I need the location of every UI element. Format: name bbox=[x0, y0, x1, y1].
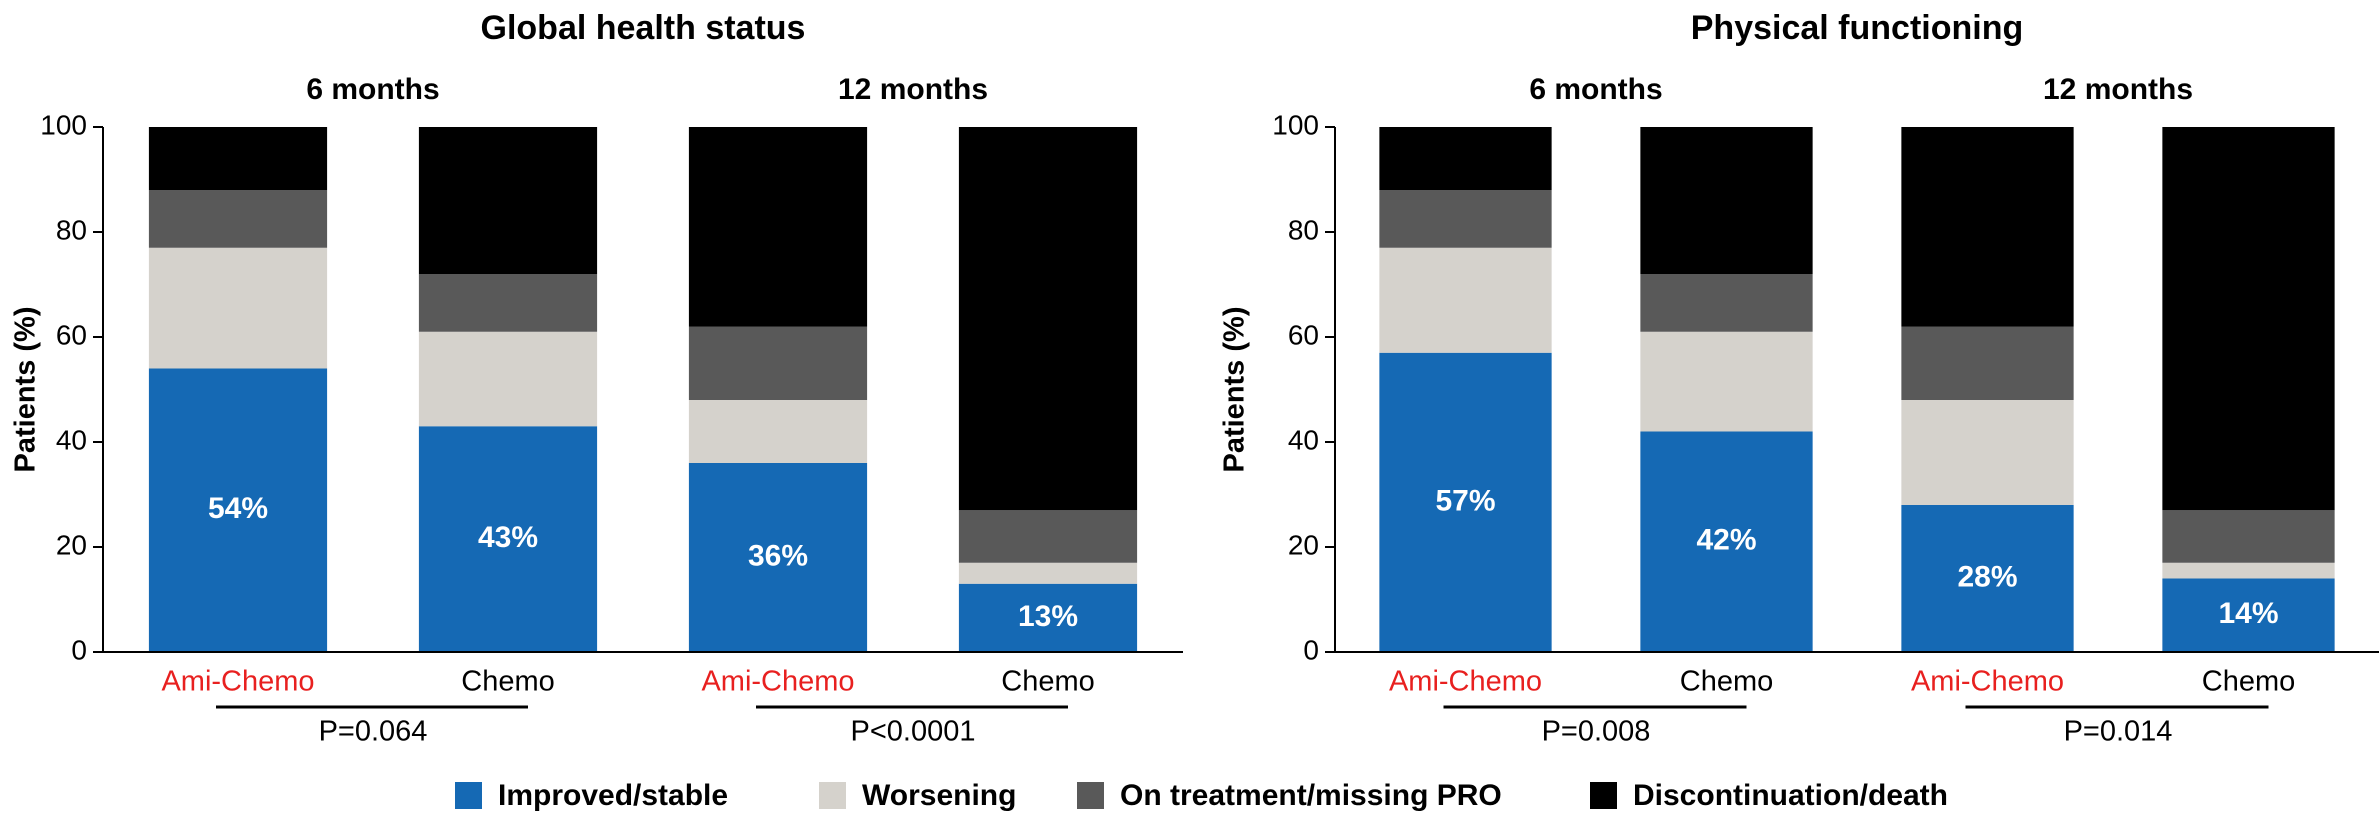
p-value: P<0.0001 bbox=[851, 716, 976, 748]
legend-label: Discontinuation/death bbox=[1633, 779, 1948, 812]
bar-segment bbox=[1901, 505, 2074, 652]
y-tick-label: 80 bbox=[1288, 214, 1319, 245]
bar-segment bbox=[688, 463, 868, 652]
bar-segment bbox=[1640, 331, 1813, 432]
p-value: P=0.008 bbox=[1542, 716, 1651, 748]
bar-segment bbox=[1379, 190, 1552, 248]
value-label: 13% bbox=[1018, 600, 1078, 633]
p-value: P=0.064 bbox=[319, 716, 428, 748]
bar-segment bbox=[2162, 127, 2335, 511]
y-tick-label: 100 bbox=[1272, 109, 1319, 140]
y-tick-label: 100 bbox=[40, 109, 87, 140]
value-label: 54% bbox=[208, 492, 268, 525]
group-label: 6 months bbox=[306, 73, 439, 106]
bar-segment bbox=[148, 247, 328, 369]
legend-label: Improved/stable bbox=[498, 779, 728, 812]
value-label: 57% bbox=[1435, 484, 1495, 517]
y-tick-label: 60 bbox=[1288, 319, 1319, 350]
legend-swatch bbox=[1077, 782, 1104, 809]
bar-segment bbox=[418, 274, 598, 332]
legend-label: Worsening bbox=[862, 779, 1016, 812]
bar-segment bbox=[148, 190, 328, 248]
y-axis-title: Patients (%) bbox=[10, 307, 42, 473]
group-label: 12 months bbox=[2043, 73, 2193, 106]
bar-segment bbox=[418, 426, 598, 652]
x-tick-label: Ami-Chemo bbox=[1389, 666, 1542, 698]
bar-segment bbox=[148, 368, 328, 652]
bar-segment bbox=[1901, 127, 2074, 327]
y-tick-label: 20 bbox=[56, 529, 87, 560]
chart-title: Physical functioning bbox=[1691, 9, 2023, 47]
bar-segment bbox=[1379, 247, 1552, 353]
bar-segment bbox=[2162, 562, 2335, 579]
bar-segment bbox=[2162, 510, 2335, 563]
bar-segment bbox=[1640, 431, 1813, 652]
bar-segment bbox=[958, 562, 1138, 584]
legend-swatch bbox=[455, 782, 482, 809]
bar-segment bbox=[1901, 326, 2074, 400]
value-label: 14% bbox=[2218, 597, 2278, 630]
x-tick-label: Ami-Chemo bbox=[1911, 666, 2064, 698]
chart-title: Global health status bbox=[481, 9, 806, 47]
legend-label: On treatment/missing PRO bbox=[1120, 779, 1502, 812]
x-tick-label: Chemo bbox=[1680, 666, 1774, 698]
value-label: 36% bbox=[748, 539, 808, 572]
group-label: 6 months bbox=[1529, 73, 1662, 106]
bar-segment bbox=[418, 127, 598, 274]
x-tick-label: Chemo bbox=[1001, 666, 1095, 698]
bar-segment bbox=[1640, 274, 1813, 332]
y-tick-label: 80 bbox=[56, 214, 87, 245]
bar-segment bbox=[2162, 578, 2335, 652]
value-label: 28% bbox=[1957, 560, 2017, 593]
bar-segment bbox=[418, 331, 598, 427]
y-axis-title: Patients (%) bbox=[1219, 307, 1251, 473]
x-tick-label: Chemo bbox=[2202, 666, 2296, 698]
y-tick-label: 40 bbox=[1288, 424, 1319, 455]
bar-segment bbox=[958, 583, 1138, 652]
bar-segment bbox=[1379, 352, 1552, 652]
value-label: 42% bbox=[1696, 524, 1756, 557]
bar-segment bbox=[688, 326, 868, 400]
value-label: 43% bbox=[478, 521, 538, 554]
x-tick-label: Chemo bbox=[461, 666, 555, 698]
y-tick-label: 0 bbox=[1303, 634, 1319, 665]
bar-segment bbox=[958, 510, 1138, 563]
group-label: 12 months bbox=[838, 73, 988, 106]
bar-segment bbox=[1379, 127, 1552, 190]
p-value: P=0.014 bbox=[2064, 716, 2173, 748]
y-tick-label: 60 bbox=[56, 319, 87, 350]
legend-swatch bbox=[819, 782, 846, 809]
bar-segment bbox=[688, 400, 868, 463]
bar-segment bbox=[1901, 400, 2074, 505]
bar-segment bbox=[958, 127, 1138, 511]
legend-swatch bbox=[1590, 782, 1617, 809]
y-tick-label: 40 bbox=[56, 424, 87, 455]
x-tick-label: Ami-Chemo bbox=[161, 666, 314, 698]
y-tick-label: 20 bbox=[1288, 529, 1319, 560]
bar-segment bbox=[1640, 127, 1813, 274]
x-tick-label: Ami-Chemo bbox=[701, 666, 854, 698]
bar-segment bbox=[148, 127, 328, 190]
y-tick-label: 0 bbox=[71, 634, 87, 665]
bar-segment bbox=[688, 127, 868, 327]
